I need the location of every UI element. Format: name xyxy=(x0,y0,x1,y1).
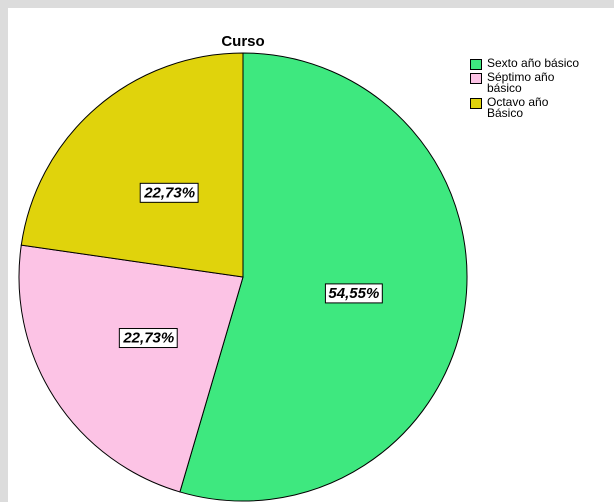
value-label: 54,55% xyxy=(328,285,379,302)
legend-swatch xyxy=(470,98,482,109)
data-label: 54,55% xyxy=(324,283,383,304)
legend-swatch xyxy=(470,59,482,70)
legend: Sexto año básico Séptimo año básico Octavo… xyxy=(470,56,580,122)
pie-slice xyxy=(20,52,244,278)
legend-label: Sexto año básico xyxy=(487,56,580,70)
legend-item: Séptimo año básico xyxy=(470,70,557,95)
data-label: 22,73% xyxy=(118,328,178,349)
legend-item: Sexto año básico xyxy=(470,56,580,70)
value-label: 22,73% xyxy=(122,330,174,347)
pie-slice xyxy=(18,244,244,493)
label-box xyxy=(139,182,199,203)
legend-swatch xyxy=(470,73,482,84)
label-box xyxy=(324,283,383,304)
label-box xyxy=(118,328,178,349)
legend-label: Séptimo año básico xyxy=(487,70,555,95)
chart-title: Curso xyxy=(221,33,264,50)
legend-item: Octavo año Básico xyxy=(470,95,557,120)
data-label: 22,73% xyxy=(139,182,199,203)
pie-slice xyxy=(179,52,468,502)
value-label: 22,73% xyxy=(143,184,195,201)
legend-label: Octavo año Básico xyxy=(487,95,549,120)
